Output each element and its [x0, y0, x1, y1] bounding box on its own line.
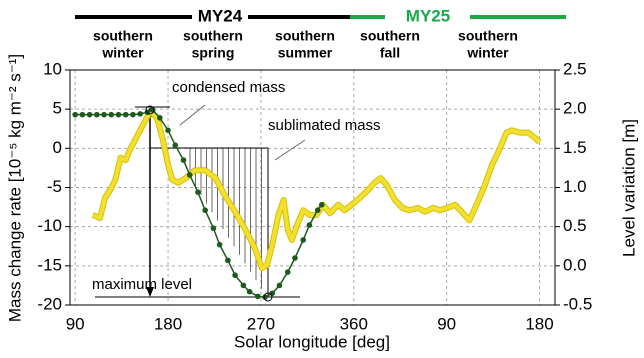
x-tick-label: 180 [525, 314, 553, 333]
level-marker [269, 290, 276, 297]
y2-tick-label: -0.5 [563, 294, 592, 313]
y-tick-label: 0 [53, 138, 62, 157]
level-marker [101, 111, 107, 118]
season-label: southern [275, 28, 335, 44]
level-marker [94, 111, 100, 118]
level-marker [72, 111, 78, 118]
y2-tick-label: 1.0 [563, 177, 587, 196]
y-tick-label: 5 [53, 99, 62, 118]
y-tick-label: -10 [37, 216, 62, 235]
level-marker [108, 111, 115, 118]
y-tick-label: -5 [47, 177, 62, 196]
season-label: spring [192, 45, 235, 61]
annotation: sublimated mass [268, 117, 381, 134]
season-label: winter [466, 45, 509, 61]
point-marker [145, 105, 155, 115]
season-label: southern [360, 28, 420, 44]
level-marker [232, 272, 238, 279]
x-tick-label: 360 [340, 314, 368, 333]
level-marker [225, 257, 231, 264]
plot-frame [69, 69, 556, 306]
y-tick-label: 10 [43, 59, 62, 78]
season-label: southern [458, 28, 518, 44]
rate-line-edge [91, 109, 542, 272]
level-marker [130, 111, 136, 118]
pointer [179, 104, 206, 126]
y2-tick-label: 2.5 [563, 59, 587, 78]
season-label: fall [380, 45, 400, 61]
level-marker [122, 111, 129, 118]
y2-tick-label: 2.0 [563, 99, 587, 118]
x-tick-label: 90 [437, 314, 456, 333]
level-marker [156, 114, 163, 121]
level-marker [180, 157, 187, 163]
level-marker [202, 207, 208, 214]
pointer [274, 139, 306, 161]
y2-tick-label: 0.0 [563, 255, 587, 274]
y-tick-label: -15 [37, 255, 62, 274]
level-marker [276, 282, 283, 289]
season-label: summer [278, 45, 333, 61]
level-marker [292, 255, 298, 261]
level-marker [186, 172, 193, 178]
level-marker [115, 111, 122, 118]
seasons: southern winter southern spring southern… [93, 28, 518, 61]
level-marker [149, 107, 156, 113]
point-marker [263, 292, 273, 302]
season-label: winter [101, 45, 144, 61]
rate-line [91, 110, 541, 271]
level-marker [86, 111, 93, 118]
x-tick-label: 270 [247, 314, 275, 333]
y-axis-title: Mass change rate [10⁻⁵ kg m⁻² s⁻¹] [5, 54, 24, 322]
level-marker [79, 111, 86, 118]
annotation: condensed mass [172, 79, 285, 96]
level-marker [300, 237, 307, 243]
level-marker [172, 142, 179, 148]
level-marker [195, 189, 201, 195]
level-marker [314, 207, 321, 214]
y-tick-label: -20 [37, 294, 62, 313]
y2-axis-title: Level variation [m] [619, 119, 638, 257]
level-marker [318, 201, 325, 208]
level-marker [262, 294, 268, 300]
y2-tick-label: 1.5 [563, 138, 587, 157]
level-marker [306, 222, 313, 228]
year-label: MY25 [406, 6, 450, 25]
level-marker [246, 288, 253, 295]
year-label: MY24 [198, 6, 243, 25]
level-marker [284, 269, 291, 275]
annotation: maximum level [92, 276, 192, 293]
level-marker [255, 293, 261, 300]
y2-tick-label: 0.5 [563, 216, 587, 235]
level-marker [216, 241, 223, 248]
level-marker [240, 282, 247, 289]
arrow-head [146, 287, 154, 297]
x-tick-label: 90 [66, 314, 85, 333]
level-marker [210, 225, 217, 232]
season-label: southern [183, 28, 243, 44]
level-marker [137, 111, 143, 117]
x-tick-label: 180 [154, 314, 182, 333]
x-axis-title: Solar longitude [deg] [234, 332, 390, 351]
season-label: southern [93, 28, 153, 44]
level-marker [165, 127, 171, 134]
